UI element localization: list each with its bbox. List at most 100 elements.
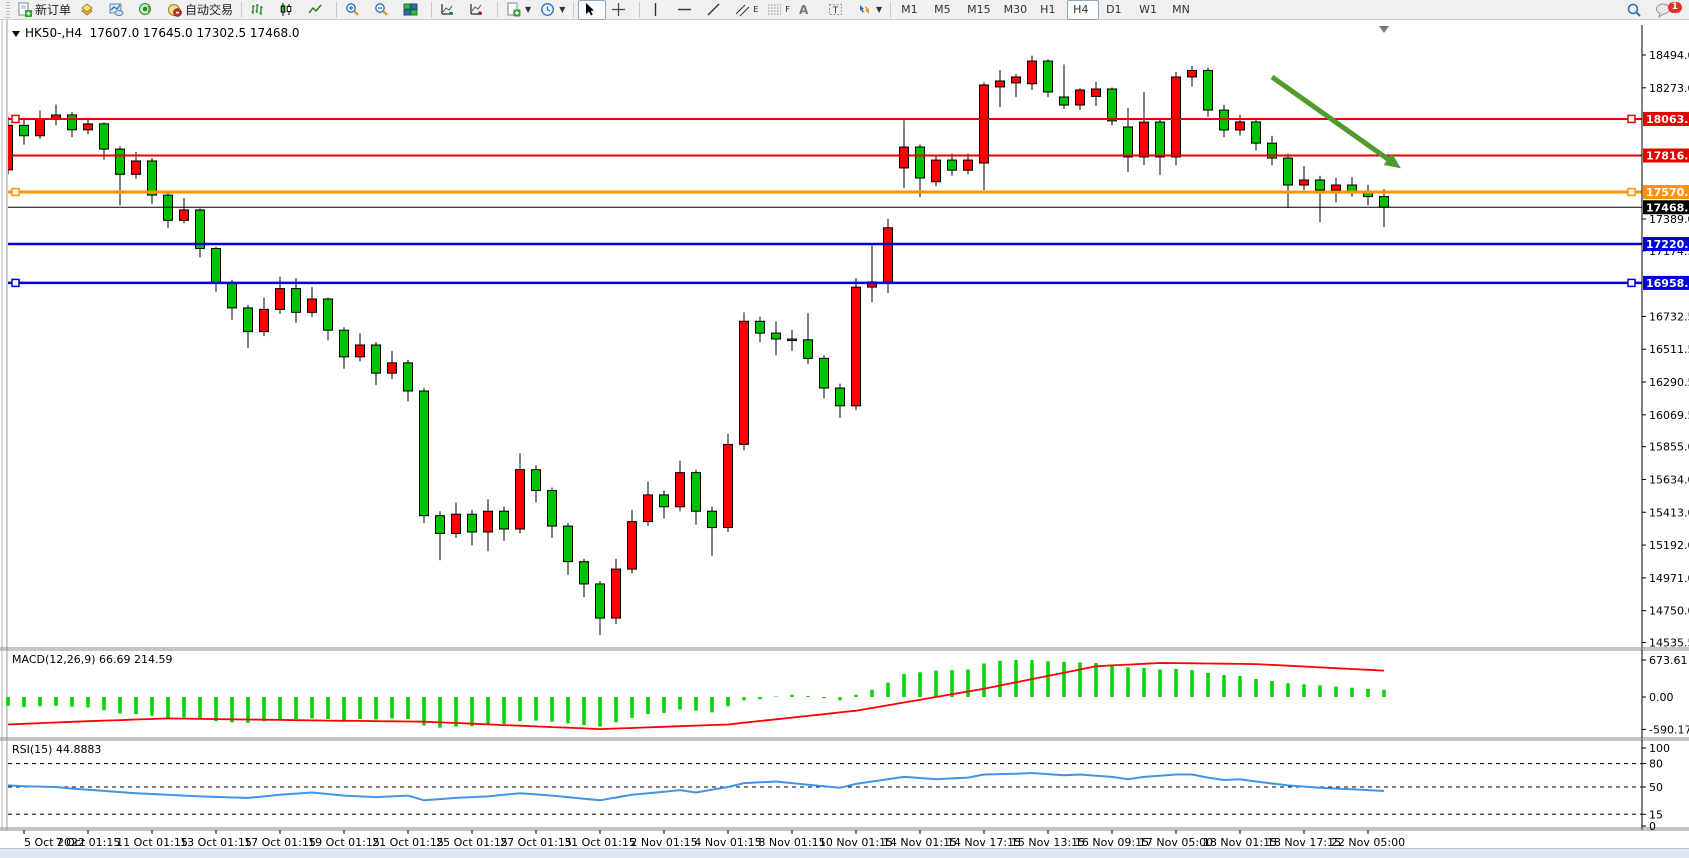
line-handle[interactable] [11,114,20,124]
text-label-tool-button[interactable]: T [824,0,852,20]
chart-symbol: HK50-,H4 [25,26,82,40]
dropdown-caret-icon: ▼ [876,5,883,14]
add-indicator-button[interactable]: ▼ [502,0,535,20]
dropdown-caret-icon: ▼ [559,5,566,14]
trendline-tool-button[interactable] [702,0,730,20]
crosshair-tool-button[interactable] [607,0,635,20]
tile-windows-icon [403,3,418,16]
collapse-triangle-icon[interactable] [12,30,20,37]
time-tick-label: 27 Oct 01:15 [500,836,572,849]
line-handle[interactable] [1627,114,1636,124]
line-handle[interactable] [11,278,20,288]
timeframe-h4[interactable]: H4 [1067,0,1100,20]
line-handle[interactable] [1627,278,1636,288]
timeframe-w1[interactable]: W1 [1139,3,1158,16]
rsi-axis-label: 50 [1649,781,1663,794]
bar-chart-button[interactable] [246,0,274,20]
tile-windows-button[interactable] [399,0,427,20]
time-tick-label: 7 Oct 01:15 [56,836,121,849]
vertical-line-tool-button[interactable] [644,0,672,20]
zoom-out-button[interactable] [370,0,398,20]
macd-indicator-label: MACD(12,26,9) 66.69 214.59 [12,653,173,666]
price-tick-label: 15192.0 [1649,539,1689,552]
rsi-indicator-label: RSI(15) 44.8883 [12,743,102,756]
line-chart-button[interactable] [304,0,332,20]
profiles-button[interactable] [105,0,133,20]
candlestick-chart-button[interactable] [275,0,303,20]
autotrading-button[interactable]: 自动交易 [163,0,237,20]
charts-list-button[interactable] [76,0,104,20]
time-tick-label: 18 Nov 01:15 [1203,836,1277,849]
shift-marker-icon[interactable] [1379,26,1389,33]
price-badge-value: 17468.0 [1646,201,1689,214]
channel-letter: E [753,4,759,14]
indicator-window-icon [441,4,454,15]
channel-tool-button[interactable]: E [731,0,762,20]
price-axis[interactable]: 18494.018273.017389.017174.516732.516511… [1641,25,1689,830]
new-order-button[interactable]: 新订单 [13,0,75,20]
time-tick-label: 16 Nov 09:15 [1075,836,1149,849]
chart-ohlc-values: 17607.0 17645.0 17302.5 17468.0 [89,26,300,40]
alerts-button[interactable] [134,0,162,20]
dropdown-caret-icon: ▼ [525,5,532,14]
time-tick-label: 17 Nov 05:00 [1139,836,1213,849]
chart-title: HK50-,H4 17607.0 17645.0 17302.5 17468.0 [12,26,300,40]
time-tick-label: 8 Nov 01:15 [758,836,825,849]
search-icon [1627,3,1641,17]
search-button[interactable] [1622,0,1650,20]
notification-count-badge: 1 [1667,1,1682,13]
timeframe-m5[interactable]: M5 [934,3,951,16]
text-label-icon: T [829,4,843,16]
text-tool-button[interactable]: A [795,0,823,20]
macd-axis-label: 0.00 [1649,691,1674,704]
time-tick-label: 22 Nov 05:00 [1331,836,1405,849]
charts-list-icon [81,3,93,16]
equidistant-channel-icon [735,4,750,17]
rsi-axis-label: 100 [1649,742,1670,755]
time-tick-label: 18 Nov 17:15 [1267,836,1341,849]
line-handle[interactable] [1627,187,1636,197]
zoom-out-icon [375,3,388,16]
fibonacci-tool-button[interactable]: F [763,0,794,20]
toolbar-separator [241,1,243,18]
add-indicator-icon [507,2,521,17]
panel-separators[interactable] [0,647,1689,831]
price-badge [1643,111,1689,126]
zoom-in-button[interactable] [341,0,369,20]
arrows-tool-button[interactable]: ▼ [853,0,886,20]
price-tick-label: 15413.0 [1649,506,1689,519]
timeframe-mn[interactable]: MN [1172,3,1190,16]
indicator-list-icon [470,4,483,15]
price-tick-label: 16511.5 [1649,343,1689,356]
price-tick-label: 18273.0 [1649,82,1689,95]
toolbar-separator [890,1,892,18]
trendline-icon [707,3,720,16]
cursor-tool-button[interactable] [578,0,607,20]
horizontal-line-objects[interactable] [8,114,1642,288]
line-handle[interactable] [11,187,20,197]
arrows-tool-icon [860,5,870,14]
periods-button[interactable]: ▼ [536,0,569,20]
notifications-button[interactable]: 1 [1651,0,1682,20]
indicator-window-button[interactable] [436,0,464,20]
indicator-list-button[interactable] [465,0,493,20]
timeframe-group: M1 M5 M15 M30 H1 H4 D1 W1 MN [895,0,1198,20]
shift-marker[interactable] [1379,26,1389,33]
timeframe-h1[interactable]: H1 [1040,3,1056,16]
timeframe-m1[interactable]: M1 [901,3,918,16]
chart-canvas[interactable]: 18494.018273.017389.017174.516732.516511… [0,20,1689,857]
timeframe-m30[interactable]: M30 [1003,3,1028,16]
rsi-panel: 100 80 50 150 [7,740,1670,833]
timeframe-m15[interactable]: M15 [967,3,991,16]
price-tick-label: 15634.0 [1649,473,1689,486]
candlestick-chart-icon [280,3,292,16]
horizontal-line-tool-button[interactable] [673,0,701,20]
price-badge [1643,275,1689,290]
trend-arrow-annotation[interactable] [1270,74,1405,174]
bar-chart-icon [251,4,263,15]
time-tick-label: 21 Oct 01:15 [372,836,444,849]
timeframe-d1[interactable]: D1 [1106,3,1122,16]
toolbar-grip[interactable] [6,1,10,18]
chart-window[interactable]: 18494.018273.017389.017174.516732.516511… [0,20,1689,858]
